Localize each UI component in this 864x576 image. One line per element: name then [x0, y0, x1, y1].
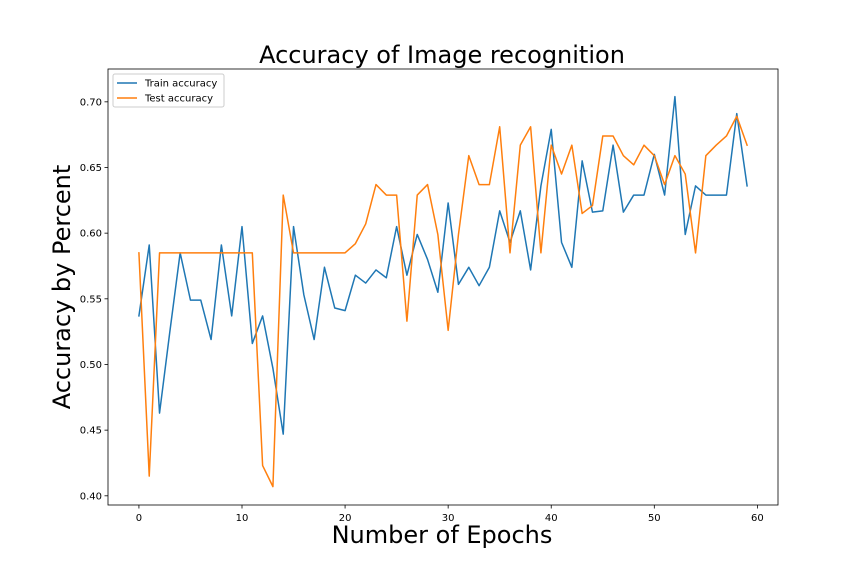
y-tick-label: 0.50	[80, 360, 102, 371]
y-axis-ticks: 0.40 0.45 0.50 0.55 0.60 0.65 0.70	[80, 97, 108, 502]
legend-box	[112, 73, 225, 108]
series-line-1	[138, 95, 748, 435]
plot-area	[107, 68, 779, 506]
x-tick-label: 20	[339, 513, 352, 524]
series-layer	[138, 95, 749, 488]
legend-label-1: Train accuracy	[144, 79, 217, 90]
series-line-2	[138, 115, 749, 488]
x-tick-label: 50	[648, 513, 661, 524]
y-tick-label: 0.60	[80, 229, 102, 240]
x-axis-ticks: 0 10 20 30 40 50 60	[136, 505, 764, 524]
chart-title: Accuracy of Image recognition	[259, 41, 625, 69]
x-tick-label: 30	[442, 513, 455, 524]
plot-frame	[107, 68, 779, 506]
x-axis-label: Number of Epochs	[332, 521, 553, 549]
y-tick-label: 0.70	[80, 97, 102, 108]
x-tick-label: 0	[136, 513, 142, 524]
y-tick-label: 0.65	[80, 163, 102, 174]
y-tick-label: 0.40	[80, 491, 102, 502]
y-tick-label: 0.45	[80, 426, 102, 437]
y-axis-label: Accuracy by Percent	[48, 165, 76, 410]
x-tick-label: 40	[545, 513, 558, 524]
x-tick-label: 60	[751, 513, 764, 524]
legend: Train accuracy Test accuracy	[112, 73, 225, 108]
legend-label-2: Test accuracy	[144, 94, 213, 105]
x-tick-label: 10	[236, 513, 249, 524]
y-tick-label: 0.55	[80, 294, 102, 305]
